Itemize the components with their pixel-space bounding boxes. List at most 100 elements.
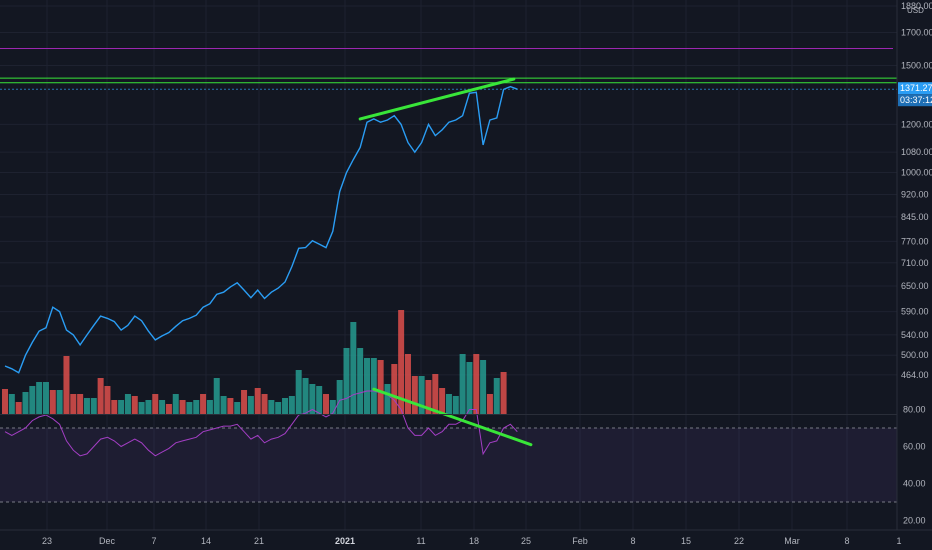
price-tick-label: 464.00 xyxy=(901,370,929,380)
last-price-tag xyxy=(898,82,932,95)
volume-bar xyxy=(329,400,336,414)
price-tick-label: 845.00 xyxy=(901,212,929,222)
volume-bar xyxy=(275,402,282,414)
volume-bar xyxy=(480,360,487,414)
volume-bar xyxy=(254,388,261,414)
volume-bar xyxy=(29,386,36,414)
volume-bar xyxy=(152,394,159,414)
countdown-label: 03:37:12 xyxy=(900,95,932,105)
volume-bar xyxy=(206,400,213,414)
price-tick-label: 1880.00 xyxy=(901,1,932,11)
volume-bar xyxy=(90,398,97,414)
volume-bar xyxy=(316,386,323,414)
grid xyxy=(0,0,897,530)
volume-bar xyxy=(466,362,473,414)
price-tick-label: 650.00 xyxy=(901,281,929,291)
volume-bar xyxy=(172,394,179,414)
volume-bar xyxy=(282,398,289,414)
time-tick-label: 23 xyxy=(42,536,52,546)
volume-bar xyxy=(138,402,145,414)
volume-bar xyxy=(473,354,480,414)
volume-bar xyxy=(8,394,15,414)
time-tick-label: 8 xyxy=(630,536,635,546)
time-tick-label: 21 xyxy=(254,536,264,546)
time-tick-label: 2021 xyxy=(335,536,355,546)
volume-bar xyxy=(22,392,29,414)
rsi-tick-label: 80.00 xyxy=(903,405,926,415)
volume-bar xyxy=(445,394,452,414)
volume-bar xyxy=(288,396,295,414)
price-tick-label: 710.00 xyxy=(901,258,929,268)
price-tick-label: 500.00 xyxy=(901,350,929,360)
time-tick-label: 18 xyxy=(469,536,479,546)
volume-bar xyxy=(384,384,391,414)
volume-bar xyxy=(425,380,432,414)
volume-bar xyxy=(377,360,384,414)
volume-bar xyxy=(391,364,398,414)
volume-bar xyxy=(97,378,104,414)
time-tick-label: Dec xyxy=(99,536,116,546)
volume-bars xyxy=(2,310,507,414)
volume-bar xyxy=(193,400,200,414)
volume-bar xyxy=(357,348,364,414)
price-line[interactable] xyxy=(4,85,518,374)
volume-bar xyxy=(323,394,330,414)
volume-bar xyxy=(404,354,411,414)
volume-bar xyxy=(165,404,172,414)
volume-bar xyxy=(486,394,493,414)
volume-bar xyxy=(370,358,377,414)
last-price-label: 1371.27 xyxy=(900,83,932,93)
volume-bar xyxy=(302,378,309,414)
volume-bar xyxy=(2,389,8,414)
price-tick-label: 1200.00 xyxy=(901,119,932,129)
volume-bar xyxy=(36,382,43,414)
currency-label: USD xyxy=(907,6,924,15)
price-tick-label: 770.00 xyxy=(901,236,929,246)
time-tick-label: 1 xyxy=(896,536,901,546)
volume-bar xyxy=(83,398,90,414)
volume-bar xyxy=(432,374,439,414)
trendlines[interactable] xyxy=(358,77,533,447)
price-tick-label: 540.00 xyxy=(901,330,929,340)
volume-bar xyxy=(220,396,227,414)
volume-bar xyxy=(159,400,166,414)
volume-bar xyxy=(309,384,316,414)
time-tick-label: 22 xyxy=(734,536,744,546)
price-tick-label: 590.00 xyxy=(901,307,929,317)
time-tick-label: 14 xyxy=(201,536,211,546)
volume-bar xyxy=(42,382,49,414)
volume-bar xyxy=(56,390,63,414)
volume-bar xyxy=(77,394,84,414)
time-tick-label: Feb xyxy=(572,536,588,546)
volume-bar xyxy=(200,394,207,414)
volume-bar xyxy=(411,376,418,414)
volume-bar xyxy=(131,396,138,414)
horizontal-levels[interactable] xyxy=(0,48,897,90)
time-tick-label: 8 xyxy=(844,536,849,546)
volume-bar xyxy=(398,310,405,414)
volume-bar xyxy=(336,380,343,414)
trendline xyxy=(358,77,516,121)
price-tick-label: 1000.00 xyxy=(901,167,932,177)
volume-bar xyxy=(15,402,22,414)
time-tick-label: 7 xyxy=(151,536,156,546)
rsi-tick-label: 20.00 xyxy=(903,516,926,526)
volume-bar xyxy=(500,372,507,414)
volume-bar xyxy=(145,400,152,414)
volume-bar xyxy=(104,386,111,414)
volume-bar xyxy=(247,396,254,414)
volume-bar xyxy=(63,356,70,414)
volume-bar xyxy=(124,394,131,414)
volume-bar xyxy=(350,322,357,414)
volume-bar xyxy=(459,354,466,414)
rsi-tick-label: 40.00 xyxy=(903,479,926,489)
time-axis[interactable]: 23 Dec 7 14 21 2021 11 18 25 Feb 8 15 22 Mar 8 1 xyxy=(0,529,932,546)
volume-bar xyxy=(49,390,56,414)
volume-bar xyxy=(452,396,459,414)
volume-bar xyxy=(241,390,248,414)
trendline xyxy=(372,387,533,447)
volume-bar xyxy=(213,378,220,414)
rsi-line[interactable] xyxy=(4,390,518,457)
volume-bar xyxy=(179,400,186,414)
